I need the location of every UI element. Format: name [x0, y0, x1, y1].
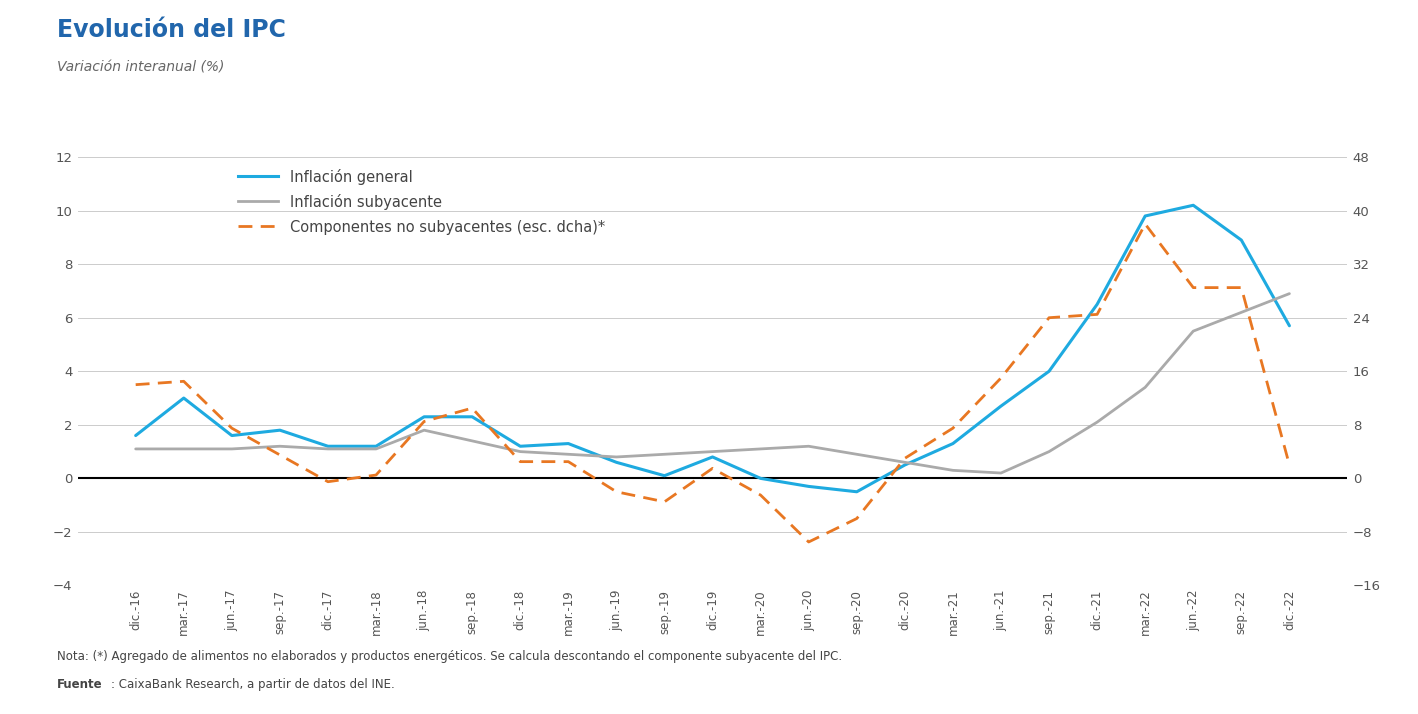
Text: : CaixaBank Research, a partir de datos del INE.: : CaixaBank Research, a partir de datos …	[111, 678, 394, 691]
Text: Evolución del IPC: Evolución del IPC	[57, 18, 285, 42]
Legend: Inflación general, Inflación subyacente, Componentes no subyacentes (esc. dcha)*: Inflación general, Inflación subyacente,…	[238, 169, 605, 235]
Text: Nota: (*) Agregado de alimentos no elaborados y productos energéticos. Se calcul: Nota: (*) Agregado de alimentos no elabo…	[57, 650, 842, 663]
Text: Variación interanual (%): Variación interanual (%)	[57, 61, 224, 75]
Text: Fuente: Fuente	[57, 678, 102, 691]
